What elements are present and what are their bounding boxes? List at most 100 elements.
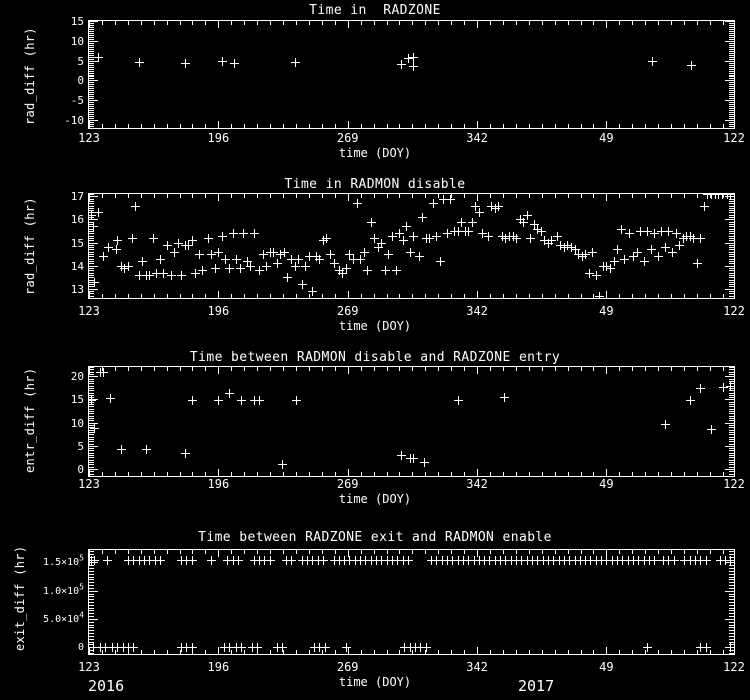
data-point-marker [715,555,725,565]
panel-title: Time between RADZONE exit and RADMON ena… [198,530,552,545]
data-point-marker [182,643,192,653]
data-point-marker [659,555,669,565]
data-point-marker [177,643,187,653]
data-point-marker [701,555,711,565]
data-point-marker [432,231,442,241]
y-tick-label: 0 [77,74,84,88]
x-tick-label: 342 [466,304,488,318]
data-point-marker [118,643,128,653]
data-point-marker [145,555,155,565]
data-point-marker [439,194,449,204]
data-point-marker [598,261,608,271]
data-point-marker [515,215,525,225]
data-point-marker [239,229,249,239]
data-point-marker [646,245,656,255]
data-point-marker [710,194,720,199]
data-point-marker [217,56,227,66]
data-point-marker [416,643,426,653]
data-point-marker [138,257,148,267]
data-point-marker [233,555,243,565]
data-point-marker [396,59,406,69]
y-axis-label: rad_diff (hr) [23,197,37,295]
data-point-marker [692,259,702,269]
data-point-marker [152,268,162,278]
data-point-marker [490,203,500,213]
data-point-marker [703,194,713,199]
data-point-marker [671,229,681,239]
data-point-marker [497,231,507,241]
data-point-marker [581,555,591,565]
data-point-marker [329,259,339,269]
x-tick-label: 196 [207,131,230,145]
data-point-marker [442,229,452,239]
data-point-marker [217,231,227,241]
year-label-right: 2017 [518,677,555,695]
data-point-marker [221,254,231,264]
data-point-marker [287,555,296,565]
data-point-marker [667,247,677,257]
data-point-marker [467,217,477,227]
data-point-marker [639,555,649,565]
data-point-marker [552,231,562,241]
x-tick-label: 269 [336,477,359,491]
data-point-marker [400,643,410,653]
data-point-marker [334,555,344,565]
data-point-marker [570,245,580,255]
data-point-marker [448,555,458,565]
data-point-marker [607,555,617,565]
data-point-marker [685,231,695,241]
data-point-marker [294,254,304,264]
data-point-marker [501,555,511,565]
data-point-marker [458,555,468,565]
data-point-marker [207,250,217,260]
data-point-marker [302,555,312,565]
data-point-marker [494,201,504,211]
data-point-marker [129,555,139,565]
data-point-marker [177,555,187,565]
data-point-marker [155,555,165,565]
data-point-marker [159,268,169,278]
data-point-marker [345,555,355,565]
data-point-marker [664,555,674,565]
data-point-marker [628,252,638,262]
data-point-marker [187,395,197,405]
data-point-marker [255,396,265,406]
y-tick-label: 1.0×105 [43,582,84,597]
data-point-marker [359,247,369,257]
data-point-marker [699,201,709,211]
x-tick-label: 196 [207,304,230,318]
data-point-marker [499,393,509,403]
data-point-marker [483,231,493,241]
data-point-marker [145,270,155,280]
data-point-marker [512,555,522,565]
year-label-left: 2016 [88,677,125,695]
data-point-marker [237,643,247,653]
data-point-marker [405,453,415,463]
data-point-marker [297,555,307,565]
x-tick-label: 342 [466,660,488,674]
data-point-marker [194,250,204,260]
data-point-marker [315,254,325,264]
data-point-marker [487,201,497,211]
data-point-marker [485,555,495,565]
data-point-marker [170,247,180,257]
data-point-marker [341,263,351,273]
data-point-marker [116,445,126,455]
panel-title: Time in RADZONE [309,3,441,18]
y-axis-label: exit_diff (hr) [13,545,27,651]
x-tick-label: 196 [207,477,230,491]
data-point-marker [141,445,151,455]
data-point-marker [166,270,176,280]
data-point-marker [554,555,564,565]
data-point-marker [131,201,141,211]
x-axis-label: time (DOY) [338,492,412,506]
data-point-marker [373,243,383,253]
data-point-marker [281,555,291,565]
data-point-marker [644,555,654,565]
y-tick-label: 5.0×104 [43,610,84,625]
y-tick-label: 10 [70,416,84,430]
data-point-marker [680,555,690,565]
x-axis-label: time (DOY) [338,146,412,160]
data-point-marker [653,252,663,262]
data-point-marker [522,210,532,220]
